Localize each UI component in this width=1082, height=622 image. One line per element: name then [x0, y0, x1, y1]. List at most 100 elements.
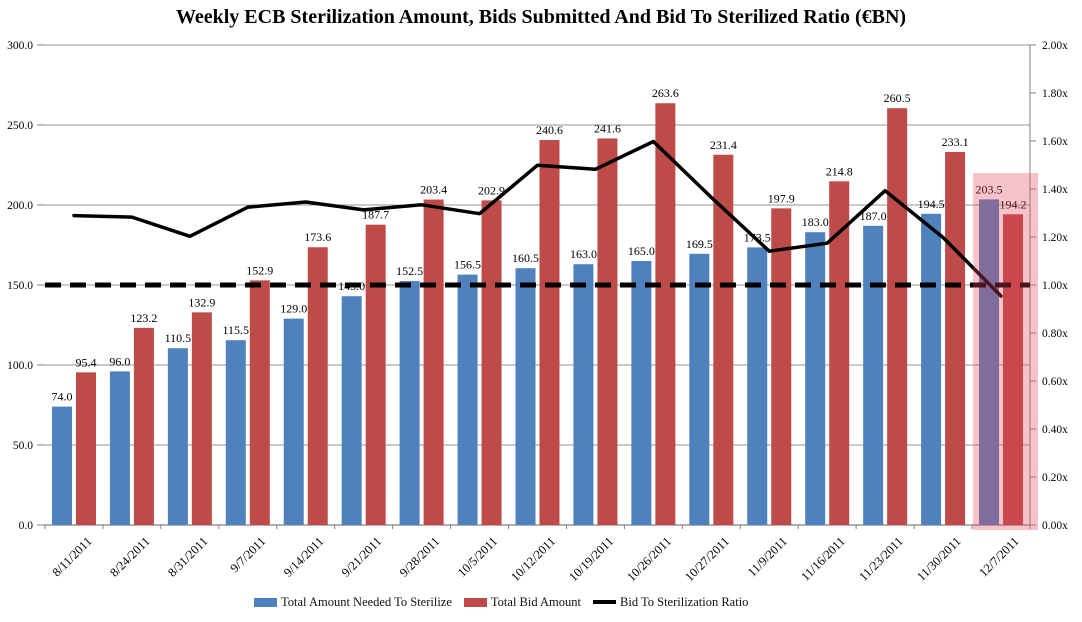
legend-item-sterilize-amount: Total Amount Needed To Sterilize [254, 595, 452, 610]
legend-label-ratio: Bid To Sterilization Ratio [620, 594, 749, 609]
x-axis-date-label: 11/23/2011 [856, 534, 906, 584]
right-axis-label: 0.40x [1042, 424, 1068, 436]
bar-value-label: 241.6 [594, 121, 621, 135]
bar-total-amount-needed [51, 406, 72, 525]
bar-value-label: 123.2 [130, 311, 157, 325]
x-axis-date-label: 8/24/2011 [107, 534, 152, 579]
bar-total-amount-needed [689, 253, 710, 526]
bar-total-bid-amount [133, 327, 154, 525]
bar-value-label: 183.0 [802, 215, 829, 229]
bar-value-label: 143.0 [338, 279, 365, 293]
bar-value-label: 203.5 [976, 182, 1003, 196]
right-axis-label: 0.80x [1042, 328, 1068, 340]
bar-value-label: 233.1 [942, 135, 969, 149]
bar-value-label: 187.0 [860, 209, 887, 223]
left-axis-label: 200.0 [7, 200, 33, 212]
bar-total-amount-needed [225, 340, 246, 525]
bar-total-bid-amount [75, 372, 96, 525]
legend-label-sterilize-amount: Total Amount Needed To Sterilize [281, 594, 452, 609]
bar-value-label: 132.9 [188, 295, 215, 309]
bar-value-label: 115.5 [223, 323, 250, 337]
bar-value-label: 169.5 [686, 237, 713, 251]
bar-value-label: 263.6 [652, 86, 679, 100]
bar-value-label: 165.0 [628, 244, 655, 258]
bar-value-label: 194.2 [1000, 197, 1027, 211]
bar-value-label: 74.0 [51, 390, 72, 404]
bar-value-label: 194.5 [918, 197, 945, 211]
right-axis-label: 1.80x [1042, 88, 1068, 100]
bar-total-bid-amount [423, 199, 444, 525]
left-axis-label: 100.0 [7, 360, 33, 372]
x-axis-date-label: 11/9/2011 [745, 534, 790, 579]
bar-value-label: 110.5 [165, 331, 192, 345]
legend-item-ratio: Bid To Sterilization Ratio [593, 595, 748, 610]
x-axis-date-label: 9/21/2011 [339, 534, 384, 579]
legend-item-bid-amount: Total Bid Amount [463, 594, 582, 610]
bar-value-label: 260.5 [884, 91, 911, 105]
bar-total-bid-amount [249, 280, 270, 525]
x-axis-date-label: 8/11/2011 [50, 534, 95, 579]
bar-total-bid-amount [539, 140, 560, 526]
x-axis-date-label: 8/31/2011 [165, 534, 210, 579]
bar-total-amount-needed [631, 261, 652, 525]
x-axis-date-label: 9/14/2011 [281, 534, 326, 579]
right-axis-label: 2.00x [1042, 40, 1068, 52]
bar-total-bid-amount [771, 208, 792, 526]
bar-total-bid-amount [365, 224, 386, 525]
right-axis-label: 0.00x [1042, 520, 1068, 532]
x-axis-date-label: 10/5/2011 [455, 534, 500, 579]
highlight-last-week-overlay [973, 173, 1038, 530]
ratio-line [72, 139, 1003, 298]
bar-total-amount-needed [863, 225, 884, 526]
bar-value-label: 156.5 [454, 258, 481, 272]
legend-swatch-blue-bar [254, 597, 277, 607]
bar-total-amount-needed [283, 318, 304, 525]
bar-total-bid-amount [1003, 214, 1024, 525]
left-axis-label: 150.0 [7, 280, 33, 292]
left-axis-label: 0.0 [19, 520, 34, 532]
bar-total-amount-needed [805, 232, 826, 525]
bar-total-amount-needed [573, 264, 594, 525]
bar-value-label: 197.9 [768, 191, 795, 205]
bar-total-amount-needed [399, 281, 420, 525]
x-axis-date-label: 10/12/2011 [508, 534, 558, 584]
bar-value-label: 163.0 [570, 247, 597, 261]
left-axis-label: 250.0 [7, 120, 33, 132]
bar-total-amount-needed [515, 268, 536, 525]
bar-total-bid-amount [829, 181, 850, 525]
x-axis-date-label: 9/28/2011 [397, 534, 442, 579]
x-axis-date-label: 10/27/2011 [682, 534, 732, 584]
bar-total-amount-needed [457, 274, 478, 525]
bar-total-amount-needed [109, 371, 130, 525]
x-axis-date-label: 11/30/2011 [914, 534, 964, 584]
bar-total-bid-amount [597, 138, 618, 525]
x-axis-date-label: 10/19/2011 [566, 534, 616, 584]
right-axis-label: 1.00x [1042, 280, 1068, 292]
bar-value-label: 240.6 [536, 123, 563, 137]
bar-value-label: 160.5 [512, 251, 539, 265]
x-axis-date-label: 11/16/2011 [798, 534, 848, 584]
bar-total-bid-amount [945, 152, 966, 526]
left-axis-label: 300.0 [7, 40, 33, 52]
bar-value-label: 231.4 [710, 138, 737, 152]
bar-total-amount-needed [747, 247, 768, 525]
bar-value-label: 152.9 [246, 263, 273, 277]
bar-value-label: 202.9 [478, 183, 505, 197]
bar-total-bid-amount [191, 312, 212, 525]
chart-title: Weekly ECB Sterilization Amount, Bids Su… [175, 6, 907, 28]
bar-total-bid-amount [481, 200, 502, 526]
legend-label-bid-amount: Total Bid Amount [490, 594, 582, 609]
legend-swatch-red-bar [463, 597, 487, 607]
chart-legend: Total Amount Needed To Sterilize Total B… [254, 595, 748, 609]
right-axis-label: 0.60x [1042, 376, 1068, 388]
bar-value-label: 203.4 [420, 183, 447, 197]
x-axis-date-label: 9/7/2011 [227, 534, 268, 575]
bar-total-amount-needed [167, 348, 188, 525]
bar-value-label: 173.6 [304, 230, 331, 244]
bar-total-bid-amount [655, 103, 676, 526]
bar-value-label: 214.8 [826, 164, 853, 178]
x-axis-date-label: 10/26/2011 [624, 534, 674, 584]
left-axis-label: 50.0 [13, 440, 33, 452]
bar-total-bid-amount [713, 154, 734, 525]
